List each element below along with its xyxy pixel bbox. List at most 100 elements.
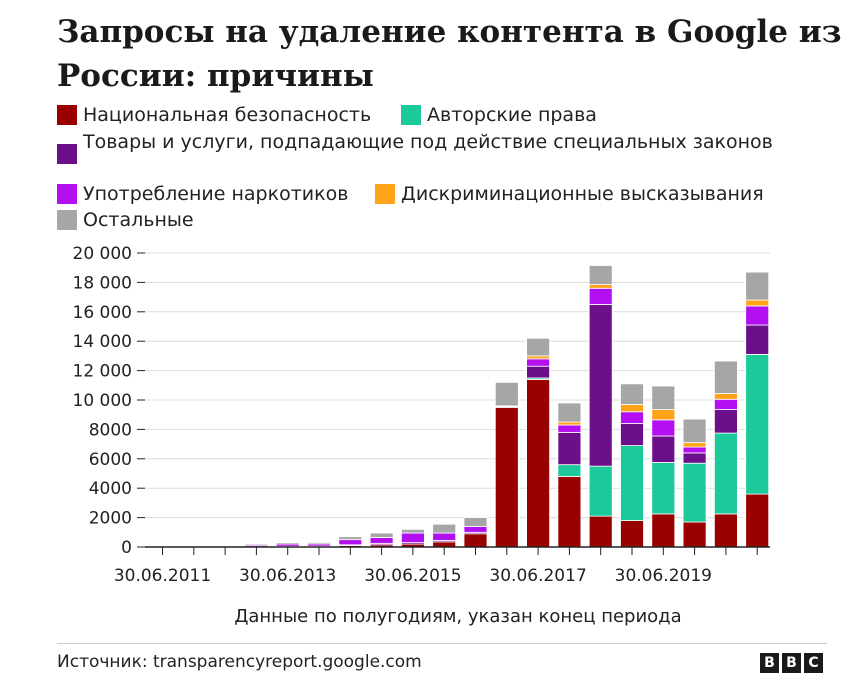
- bar-segment-other: [400, 528, 425, 534]
- bar-segment-copyright: [651, 462, 676, 515]
- bar-segment-other: [244, 543, 269, 546]
- bar-segment-other: [557, 402, 582, 423]
- bar-segment-drugs: [338, 539, 363, 546]
- bar-segment-national-security: [682, 521, 707, 548]
- bar-segment-drugs: [651, 419, 676, 437]
- bar-segment-copyright: [588, 465, 613, 517]
- bar-segment-drugs: [714, 398, 738, 410]
- axes: 0 2000 4000 6000 8000 10 000 12 000 14 000 16 00…: [73, 244, 770, 586]
- bar-segment-special-laws: [682, 452, 707, 464]
- legend-swatch-other: [57, 210, 77, 230]
- bar-segment-discrimination: [651, 409, 676, 421]
- bar-segment-special-laws: [745, 324, 770, 355]
- bar-segment-special-laws: [620, 423, 644, 446]
- x-tick-label: 30.06.2019: [615, 566, 712, 586]
- bar-segment-special-laws: [526, 365, 550, 379]
- chart-title: Запросы на удаление контента в Google из…: [57, 14, 842, 94]
- bar-segment-special-laws: [651, 435, 676, 463]
- bbc-logo-block: C: [804, 653, 823, 673]
- bar-segment-copyright: [682, 462, 707, 523]
- bar-segment-drugs: [432, 532, 457, 541]
- bar-segment-other: [338, 536, 363, 541]
- bar-segment-discrimination: [526, 355, 550, 360]
- legend-swatch-drugs: [57, 184, 77, 204]
- bar-segment-other: [275, 542, 300, 545]
- legend-swatch-special-laws: [57, 144, 77, 164]
- legend-label-copyright: Авторские права: [427, 104, 597, 126]
- source-note: Источник: transparencyreport.google.com: [57, 652, 422, 672]
- footer-divider: [57, 643, 827, 644]
- bar-segment-national-security: [651, 513, 676, 548]
- y-tick-label: 10 000: [73, 391, 132, 411]
- bar-segment-drugs: [588, 287, 613, 305]
- bar-segment-other: [682, 418, 707, 444]
- bar-segment-national-security: [494, 406, 519, 548]
- bar-segment-discrimination: [745, 299, 770, 307]
- bar-segment-other: [432, 523, 457, 534]
- bar-segment-copyright: [620, 445, 644, 521]
- legend-swatch-discrimination: [375, 184, 395, 204]
- bar-segment-drugs: [369, 537, 394, 544]
- bar-segment-other: [620, 383, 644, 405]
- y-tick-label: 4000: [89, 479, 132, 499]
- bar-segment-national-security: [557, 476, 582, 548]
- bar-segment-drugs: [463, 526, 488, 533]
- bar-segment-national-security: [714, 513, 738, 548]
- bar-segment-national-security: [588, 515, 613, 548]
- bar-segment-drugs: [682, 446, 707, 454]
- bar-segment-special-laws: [557, 431, 582, 466]
- bar-segment-national-security: [432, 541, 457, 548]
- bar-segment-copyright: [557, 464, 582, 477]
- bar-segment-copyright: [745, 354, 770, 495]
- legend-swatch-copyright: [401, 105, 421, 125]
- bar-segment-discrimination: [714, 392, 738, 400]
- grid-lines: [145, 252, 770, 519]
- bar-segment-special-laws: [588, 304, 613, 467]
- y-tick-label: 2000: [89, 509, 132, 529]
- bbc-logo-block: B: [760, 653, 779, 673]
- x-tick-label: 30.06.2017: [489, 566, 586, 586]
- bar-segment-discrimination: [557, 421, 582, 426]
- bar-segment-national-security: [745, 493, 770, 548]
- y-tick-label: 20 000: [73, 244, 132, 264]
- bar-segment-other: [651, 385, 676, 410]
- bar-segment-copyright: [714, 432, 738, 515]
- legend-label-other: Остальные: [83, 209, 194, 231]
- bar-segment-national-security: [526, 379, 550, 548]
- bar-segment-national-security: [463, 533, 488, 548]
- bar-segment-discrimination: [620, 404, 644, 413]
- bar-segment-special-laws: [714, 409, 738, 434]
- y-tick-label: 12 000: [73, 362, 132, 382]
- bar-segment-other: [463, 517, 488, 527]
- y-tick-label: 8000: [89, 420, 132, 440]
- bar-stacks: [213, 265, 770, 548]
- bar-segment-national-security: [620, 520, 644, 548]
- bar-segment-other: [745, 271, 770, 301]
- bar-segment-drugs: [620, 411, 644, 424]
- bar-segment-other: [494, 381, 519, 407]
- y-tick-label: 16 000: [73, 303, 132, 323]
- x-tick-label: 30.06.2015: [364, 566, 461, 586]
- bar-segment-drugs: [526, 358, 550, 367]
- bar-segment-drugs: [557, 424, 582, 433]
- y-tick-label: 18 000: [73, 273, 132, 293]
- y-tick-label: 6000: [89, 450, 132, 470]
- bar-segment-other: [714, 360, 738, 394]
- legend-label-drugs: Употребление наркотиков: [83, 183, 349, 205]
- bbc-logo-block: B: [782, 653, 801, 673]
- y-tick-label: 14 000: [73, 332, 132, 352]
- x-axis-title: Данные по полугодиям, указан конец перио…: [234, 606, 681, 627]
- legend-swatch-national-security: [57, 105, 77, 125]
- bar-segment-discrimination: [588, 284, 613, 289]
- bar-segment-drugs: [745, 305, 770, 326]
- y-tick-label: 0: [121, 538, 132, 558]
- bar-segment-other: [526, 337, 550, 357]
- bar-segment-discrimination: [682, 442, 707, 448]
- x-tick-label: 30.06.2011: [114, 566, 211, 586]
- legend-label-national-security: Национальная безопасность: [83, 104, 372, 126]
- legend-label-discrimination: Дискриминационные высказывания: [401, 183, 764, 205]
- bar-segment-other: [369, 532, 394, 538]
